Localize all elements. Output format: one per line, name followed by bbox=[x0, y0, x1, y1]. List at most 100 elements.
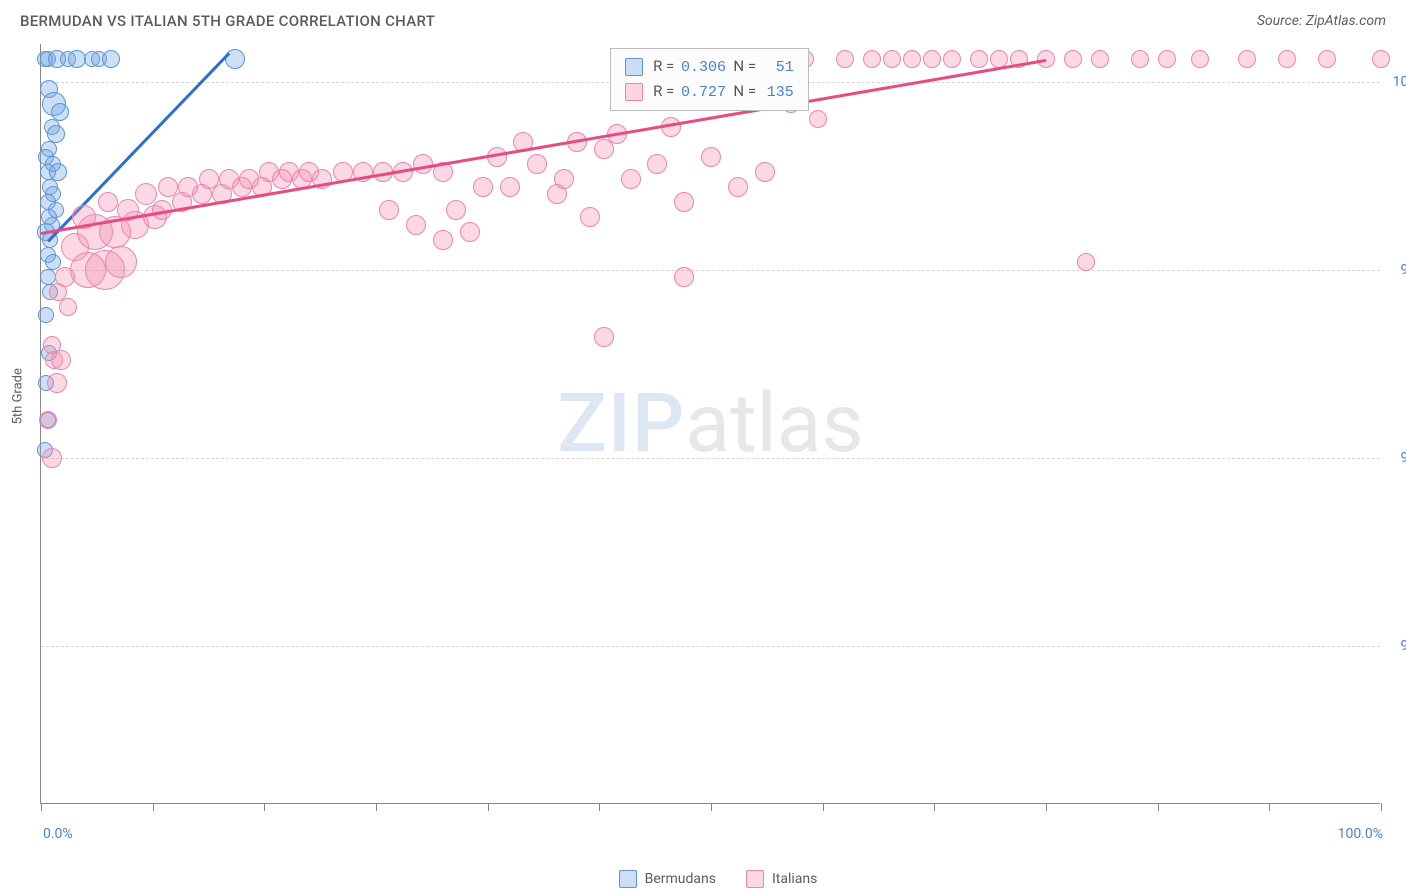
data-point bbox=[178, 177, 198, 197]
y-tick-label: 97.5% bbox=[1400, 262, 1406, 278]
y-axis-label: 5th Grade bbox=[11, 368, 26, 424]
data-point bbox=[1158, 50, 1176, 68]
bottom-legend: Bermudans Italians bbox=[40, 870, 1396, 888]
data-point bbox=[1238, 50, 1256, 68]
x-tick bbox=[1158, 803, 1159, 811]
data-point bbox=[42, 448, 62, 468]
data-point bbox=[219, 169, 239, 189]
x-tick-label: 0.0% bbox=[43, 826, 73, 842]
data-point bbox=[674, 267, 694, 287]
plot-area: ZIPatlas 92.5%95.0%97.5%100.0%R = 0.306 … bbox=[40, 44, 1380, 804]
legend-swatch bbox=[625, 58, 643, 76]
data-point bbox=[239, 169, 259, 189]
x-tick bbox=[1381, 803, 1382, 811]
data-point bbox=[923, 50, 941, 68]
data-point bbox=[38, 307, 54, 323]
x-tick bbox=[488, 803, 489, 811]
data-point bbox=[158, 177, 178, 197]
x-tick bbox=[823, 803, 824, 811]
x-tick bbox=[711, 803, 712, 811]
x-tick bbox=[1046, 803, 1047, 811]
data-point bbox=[105, 246, 137, 278]
data-point bbox=[406, 215, 426, 235]
data-point bbox=[135, 183, 157, 205]
stats-row: R = 0.727 N = 135 bbox=[625, 80, 794, 105]
data-point bbox=[943, 50, 961, 68]
gridline bbox=[41, 458, 1380, 459]
data-point bbox=[199, 169, 219, 189]
trend-line bbox=[41, 59, 1046, 235]
data-point bbox=[102, 50, 120, 68]
x-tick bbox=[153, 803, 154, 811]
data-point bbox=[674, 192, 694, 212]
data-point bbox=[728, 177, 748, 197]
y-tick-label: 92.5% bbox=[1400, 638, 1406, 654]
data-point bbox=[379, 200, 399, 220]
data-point bbox=[883, 50, 901, 68]
data-point bbox=[1064, 50, 1082, 68]
data-point bbox=[836, 50, 854, 68]
data-point bbox=[259, 162, 279, 182]
legend-item: Bermudans bbox=[619, 870, 716, 888]
data-point bbox=[755, 162, 775, 182]
x-tick bbox=[41, 803, 42, 811]
y-tick-label: 100.0% bbox=[1393, 74, 1406, 90]
x-tick-label: 100.0% bbox=[1338, 826, 1383, 842]
data-point bbox=[580, 207, 600, 227]
data-point bbox=[1372, 50, 1390, 68]
legend-label: Italians bbox=[772, 871, 817, 887]
legend-label: Bermudans bbox=[645, 871, 716, 887]
data-point bbox=[59, 298, 77, 316]
data-point bbox=[433, 230, 453, 250]
data-point bbox=[647, 154, 667, 174]
data-point bbox=[1077, 253, 1095, 271]
data-point bbox=[500, 177, 520, 197]
data-point bbox=[701, 147, 721, 167]
data-point bbox=[1318, 50, 1336, 68]
data-point bbox=[903, 50, 921, 68]
data-point bbox=[1191, 50, 1209, 68]
data-point bbox=[594, 327, 614, 347]
legend-swatch bbox=[625, 83, 643, 101]
x-tick bbox=[264, 803, 265, 811]
y-tick-label: 95.0% bbox=[1400, 450, 1406, 466]
chart-title: BERMUDAN VS ITALIAN 5TH GRADE CORRELATIO… bbox=[20, 12, 435, 30]
chart-header: BERMUDAN VS ITALIAN 5TH GRADE CORRELATIO… bbox=[0, 0, 1406, 38]
x-tick bbox=[599, 803, 600, 811]
chart-source: Source: ZipAtlas.com bbox=[1257, 13, 1386, 29]
data-point bbox=[863, 50, 881, 68]
data-point bbox=[1278, 50, 1296, 68]
stats-text: R = 0.727 N = 135 bbox=[653, 80, 794, 105]
x-tick bbox=[1269, 803, 1270, 811]
data-point bbox=[970, 50, 988, 68]
x-tick bbox=[934, 803, 935, 811]
data-point bbox=[279, 162, 299, 182]
data-point bbox=[40, 269, 56, 285]
stats-row: R = 0.306 N = 51 bbox=[625, 55, 794, 80]
legend-swatch bbox=[619, 870, 637, 888]
chart-container: 5th Grade ZIPatlas 92.5%95.0%97.5%100.0%… bbox=[40, 44, 1396, 846]
data-point bbox=[460, 222, 480, 242]
legend-swatch bbox=[746, 870, 764, 888]
data-point bbox=[299, 162, 319, 182]
data-point bbox=[1131, 50, 1149, 68]
data-point bbox=[473, 177, 493, 197]
data-point bbox=[98, 192, 118, 212]
gridline bbox=[41, 270, 1380, 271]
data-point bbox=[446, 200, 466, 220]
data-point bbox=[527, 154, 547, 174]
data-point bbox=[554, 169, 574, 189]
data-point bbox=[809, 110, 827, 128]
data-point bbox=[1091, 50, 1109, 68]
data-point bbox=[43, 336, 61, 354]
gridline bbox=[41, 646, 1380, 647]
x-tick bbox=[376, 803, 377, 811]
x-axis-labels: 0.0% 100.0% bbox=[40, 826, 1396, 846]
stats-box: R = 0.306 N = 51R = 0.727 N = 135 bbox=[610, 48, 809, 111]
data-point bbox=[45, 254, 61, 270]
data-point bbox=[47, 373, 67, 393]
data-point bbox=[39, 411, 57, 429]
legend-item: Italians bbox=[746, 870, 817, 888]
data-point bbox=[621, 169, 641, 189]
stats-text: R = 0.306 N = 51 bbox=[653, 55, 794, 80]
